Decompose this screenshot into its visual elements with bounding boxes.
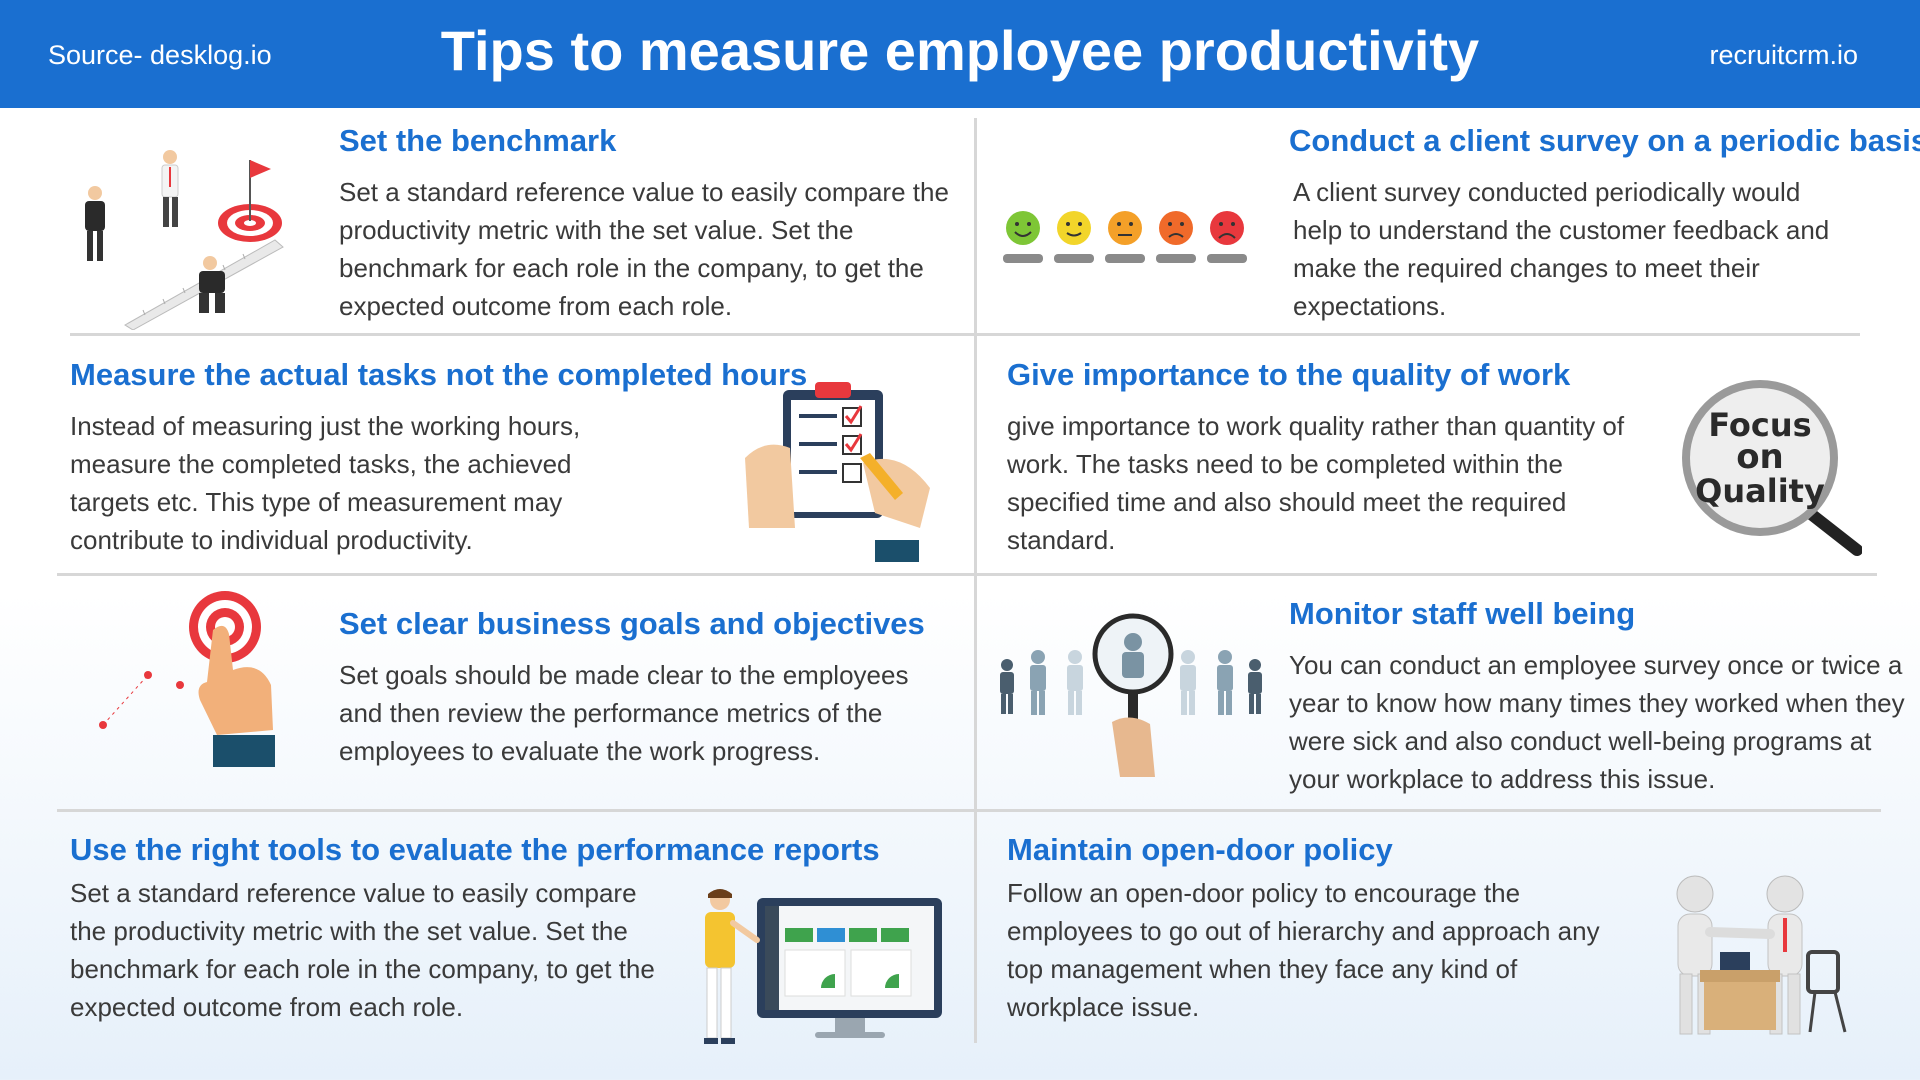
tip-wellbeing: Monitor staff well being You can conduct… (1289, 596, 1909, 798)
tip-benchmark-title: Set the benchmark (339, 123, 617, 158)
source-text: Source- desklog.io (48, 40, 272, 70)
brand-text: recruitcrm.io (1709, 40, 1858, 70)
tip-goals-title: Set clear business goals and objectives (339, 606, 925, 641)
row-divider-1 (70, 333, 1860, 336)
tip-quality-body: give importance to work quality rather t… (1007, 411, 1625, 555)
page-title: Tips to measure employee productivity (440, 19, 1480, 82)
tip-benchmark: Set the benchmark Set a standard referen… (339, 123, 959, 325)
tip-survey-body: A client survey conducted periodically w… (1293, 177, 1830, 321)
checklist-icon (745, 382, 930, 562)
row-divider-3 (57, 809, 1881, 812)
tip-tasks-body: Instead of measuring just the working ho… (70, 411, 581, 555)
rating-faces-icon (1003, 211, 1247, 263)
focus-badge-line1: Focus (1708, 406, 1811, 444)
tip-tasks: Measure the actual tasks not the complet… (70, 357, 808, 559)
tip-tools: Use the right tools to evaluate the perf… (70, 832, 880, 1026)
tip-tools-body: Set a standard reference value to easily… (70, 878, 655, 1022)
vertical-divider (974, 118, 977, 1043)
tip-benchmark-body: Set a standard reference value to easily… (339, 177, 949, 321)
tip-survey: Conduct a client survey on a periodic ba… (1289, 123, 1920, 325)
tip-wellbeing-title: Monitor staff well being (1289, 596, 1636, 631)
tip-tasks-title: Measure the actual tasks not the complet… (70, 357, 808, 392)
tip-opendoor-body: Follow an open-door policy to encourage … (1007, 878, 1600, 1022)
benchmark-illustration (85, 150, 284, 330)
tip-quality: Give importance to the quality of work g… (1007, 357, 1667, 559)
tip-tools-title: Use the right tools to evaluate the perf… (70, 832, 880, 867)
tip-wellbeing-body: You can conduct an employee survey once … (1289, 650, 1905, 794)
focus-magnifier-icon: Focus on Quality (1682, 380, 1862, 556)
tip-survey-title: Conduct a client survey on a periodic ba… (1289, 123, 1920, 158)
tip-goals: Set clear business goals and objectives … (339, 606, 959, 770)
focus-badge-line3: Quality (1695, 472, 1825, 510)
dashboard-monitor-icon (704, 889, 942, 1044)
header-bar: Source- desklog.io Tips to measure emplo… (0, 0, 1920, 108)
tip-quality-title: Give importance to the quality of work (1007, 357, 1571, 392)
target-hand-icon (99, 591, 275, 767)
handshake-figures-icon (1676, 875, 1847, 1035)
tip-opendoor-title: Maintain open-door policy (1007, 832, 1393, 867)
tip-goals-body: Set goals should be made clear to the em… (339, 660, 909, 766)
people-magnifier-icon (1000, 613, 1262, 777)
tip-opendoor: Maintain open-door policy Follow an open… (1007, 832, 1627, 1026)
row-divider-2 (57, 573, 1877, 576)
focus-badge-line2: on (1736, 437, 1784, 477)
